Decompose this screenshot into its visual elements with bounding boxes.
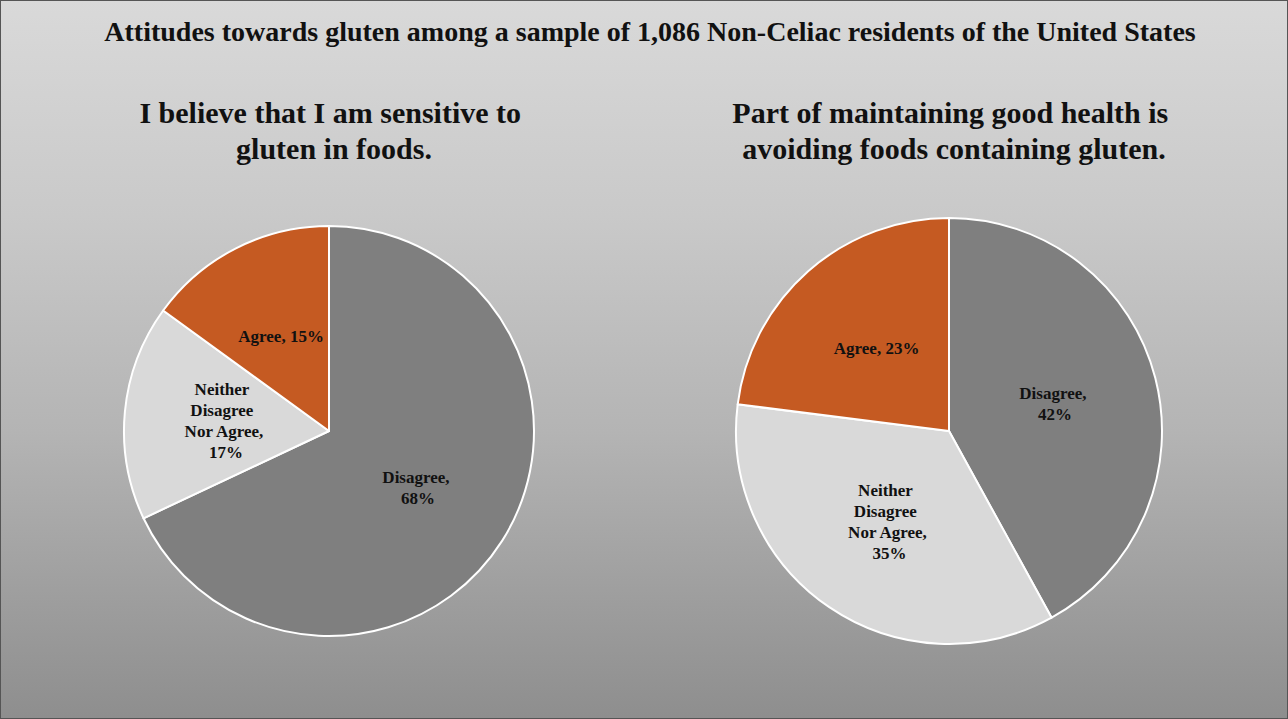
svg-text:Nor Agree,: Nor Agree, [185, 422, 264, 441]
svg-text:17%: 17% [205, 443, 243, 462]
svg-text:gluten in foods.: gluten in foods. [236, 132, 432, 165]
svg-text:Attitudes towards gluten among: Attitudes towards gluten among a sample … [104, 16, 1196, 47]
svg-text:Neither: Neither [195, 380, 254, 399]
svg-text:Disagree,: Disagree, [382, 468, 453, 487]
svg-text:avoiding foods containing glut: avoiding foods containing gluten. [742, 132, 1165, 165]
svg-text:Nor Agree,: Nor Agree, [848, 523, 927, 542]
svg-text:68%: 68% [401, 489, 435, 508]
svg-text:Disagree,: Disagree, [1019, 384, 1090, 403]
svg-text:Agree, 15%: Agree, 15% [238, 327, 324, 346]
svg-text:35%: 35% [868, 544, 906, 563]
svg-text:42%: 42% [1038, 405, 1072, 424]
svg-text:Neither: Neither [858, 481, 917, 500]
svg-text:Agree, 23%: Agree, 23% [834, 339, 920, 358]
svg-text:Disagree: Disagree [190, 401, 257, 420]
svg-text:Part of maintaining good healt: Part of maintaining good health is [732, 96, 1175, 129]
svg-text:I believe that I am sensitive: I believe that I am sensitive to [139, 96, 528, 129]
svg-text:Disagree: Disagree [854, 502, 921, 521]
